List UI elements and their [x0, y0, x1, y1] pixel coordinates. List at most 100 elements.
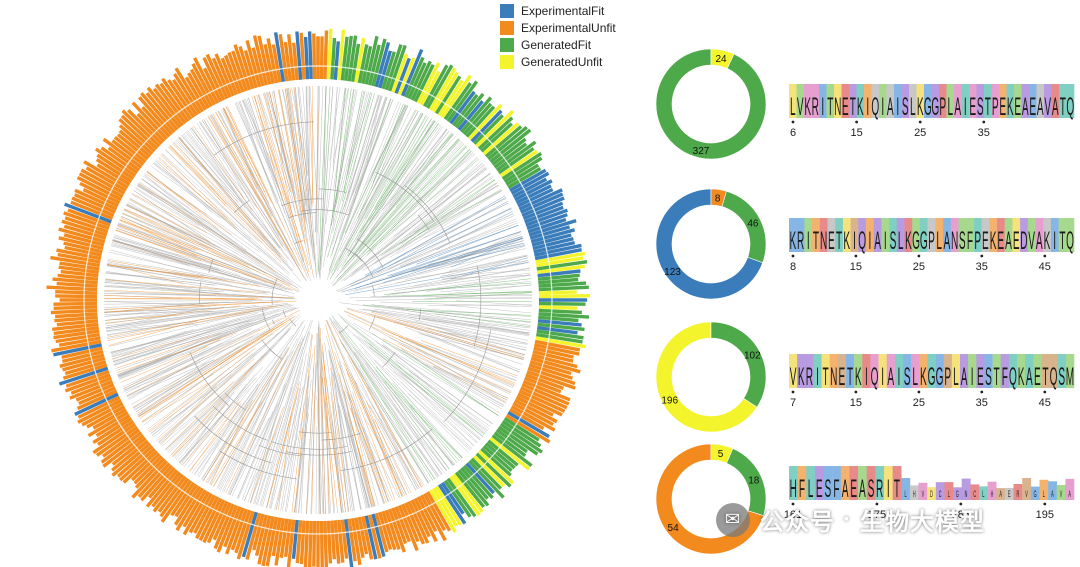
- logo-column: [821, 354, 830, 388]
- ring-bar: [265, 516, 279, 567]
- ring-bar: [525, 208, 568, 227]
- logo-letter: G: [1034, 488, 1037, 500]
- wechat-icon: ✉: [716, 502, 750, 537]
- ring-bar: [151, 471, 182, 508]
- tree-branch: [198, 121, 280, 249]
- tree-branch: [398, 387, 462, 460]
- logo-tick: [791, 502, 795, 506]
- tree-branch: [397, 146, 468, 222]
- logo-column: [927, 354, 936, 388]
- ring-bar: [261, 516, 275, 567]
- tree-branch: [371, 310, 527, 351]
- tree-branch: [126, 204, 261, 274]
- tree-branch: [380, 120, 436, 199]
- logo-letter: E: [999, 94, 1006, 122]
- logo-letter: E: [842, 94, 849, 122]
- tree-branch: [135, 188, 286, 281]
- ring-bar: [254, 514, 269, 557]
- donut-charts: 327 24 123 46 8 196 102 54 18 5: [655, 48, 767, 555]
- logo-column: [916, 84, 925, 118]
- ring-bar: [271, 517, 282, 557]
- logo-letter: S: [1058, 364, 1065, 392]
- ring-bar: [170, 481, 196, 517]
- tree-branch: [123, 328, 260, 391]
- logo-column: [789, 354, 798, 388]
- tree-branch: [104, 301, 281, 313]
- logo-letter: N: [830, 364, 837, 392]
- ring-bar: [501, 419, 542, 448]
- ring-bar: [145, 92, 179, 131]
- donut-slice: [710, 188, 727, 207]
- tree-branch: [456, 300, 532, 306]
- logo-column: [858, 466, 867, 500]
- tree-branch: [403, 166, 486, 239]
- tree-internal-arc: [418, 309, 422, 321]
- logo-column: [1029, 84, 1037, 118]
- ring-bar: [526, 369, 576, 390]
- tree-branch: [282, 88, 312, 247]
- logo-tick-label: 15: [850, 127, 862, 139]
- tree-branch: [259, 332, 311, 506]
- ring-bar: [429, 67, 457, 111]
- tree-branch: [118, 222, 275, 283]
- ring-bar: [538, 294, 590, 299]
- ring-bar: [295, 31, 303, 80]
- tree-branch: [382, 345, 493, 424]
- logo-letter: G: [920, 228, 928, 256]
- logo-letter: K: [920, 364, 927, 392]
- ring-bar: [51, 339, 102, 353]
- tree-internal-arc: [357, 238, 384, 268]
- tree-branch: [366, 182, 498, 269]
- tree-branch: [217, 110, 292, 250]
- tree-branch: [241, 320, 312, 501]
- tree-branch: [319, 86, 338, 280]
- tree-branch: [370, 104, 407, 189]
- tree-branch: [347, 97, 388, 217]
- ring-bar: [426, 491, 452, 532]
- tree-branch: [104, 310, 212, 321]
- ring-bar: [526, 213, 568, 231]
- ring-bar: [227, 51, 245, 93]
- logo-letter: S: [985, 364, 992, 392]
- ring-bar: [102, 428, 141, 458]
- donut-chart-2: 123 46 8: [655, 188, 767, 300]
- tree-branch: [133, 190, 210, 243]
- ring-bar: [387, 508, 406, 553]
- logo-column: [881, 218, 890, 252]
- logo-column: [918, 482, 928, 500]
- tree-branch: [123, 339, 232, 389]
- logo-letter: I: [868, 228, 871, 256]
- logo-letter: I: [853, 228, 856, 256]
- tree-branch: [335, 89, 355, 204]
- logo-letter: I: [865, 364, 868, 392]
- logo-letter: Q: [1066, 228, 1074, 256]
- ring-bar: [154, 83, 187, 125]
- logo-letter: A: [874, 228, 881, 256]
- ring-bar: [529, 225, 571, 240]
- ring-bar: [111, 436, 147, 466]
- logo-tick: [1043, 390, 1047, 394]
- logo-column: [1030, 486, 1040, 500]
- ring-bar: [515, 184, 552, 205]
- ring-bar: [522, 201, 564, 221]
- logo-column: [1057, 354, 1067, 388]
- ring-bar: [212, 502, 232, 541]
- logo-letter: V: [790, 364, 797, 392]
- logo-tick: [791, 254, 795, 258]
- ring-bar: [279, 518, 289, 559]
- ring-bar: [319, 36, 324, 80]
- logo-letter: K: [790, 228, 797, 256]
- ring-bar: [74, 188, 118, 211]
- logo-column: [1013, 484, 1023, 500]
- ring-bar: [58, 227, 106, 244]
- tree-branch: [201, 321, 303, 480]
- tree-branch: [107, 261, 233, 286]
- tree-branch: [288, 87, 315, 260]
- logo-column: [935, 482, 945, 500]
- tree-branch: [135, 187, 200, 227]
- tree-branch: [160, 154, 290, 274]
- tree-branch: [345, 261, 529, 296]
- tree-branch: [249, 383, 286, 504]
- ring-bar: [487, 439, 519, 467]
- logo-letter: G: [931, 94, 939, 122]
